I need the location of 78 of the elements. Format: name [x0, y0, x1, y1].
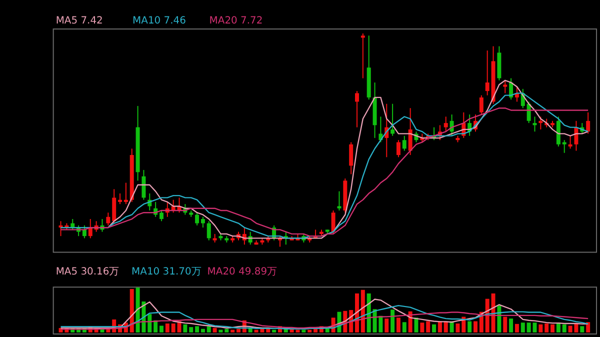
- bar: [195, 326, 200, 332]
- bar: [544, 323, 549, 332]
- candlestick: [88, 218, 92, 239]
- bar: [580, 326, 584, 332]
- bar: [456, 323, 460, 332]
- candlestick: [355, 90, 359, 128]
- candlestick: [200, 216, 205, 228]
- bar: [189, 327, 194, 332]
- bar: [390, 310, 395, 332]
- bar: [514, 324, 519, 332]
- bar: [159, 326, 164, 332]
- candlestick: [444, 116, 448, 132]
- bar: [183, 324, 188, 332]
- bar: [468, 321, 472, 332]
- candlestick: [206, 220, 211, 241]
- bar: [302, 330, 306, 332]
- candlestick: [479, 94, 484, 116]
- bar: [384, 318, 389, 332]
- bar: [474, 321, 478, 332]
- candlestick: [349, 142, 354, 175]
- candlestick: [142, 169, 146, 200]
- bar: [420, 322, 424, 332]
- candlestick: [331, 210, 336, 234]
- bar: [130, 288, 134, 332]
- candlestick: [360, 32, 365, 79]
- candlestick: [562, 140, 566, 154]
- candlestick: [408, 108, 412, 156]
- candlestick: [485, 50, 490, 96]
- bar: [562, 324, 566, 332]
- bar: [308, 330, 312, 332]
- bar: [426, 321, 430, 332]
- candlestick: [195, 212, 200, 226]
- bar: [586, 322, 590, 332]
- bar: [165, 323, 170, 332]
- text: MA20 49.89万: [207, 266, 278, 278]
- candlestick: [586, 112, 590, 134]
- candlestick: [568, 135, 572, 150]
- bar: [171, 323, 176, 332]
- candlestick: [124, 182, 128, 205]
- bar: [520, 322, 525, 332]
- bar: [218, 330, 223, 332]
- bar: [206, 326, 211, 332]
- text: MA10 7.46: [132, 15, 186, 26]
- bar: [538, 324, 543, 332]
- bar: [432, 324, 436, 332]
- candlestick: [402, 135, 406, 152]
- candlestick: [82, 224, 86, 239]
- bar: [491, 293, 496, 332]
- candlestick: [538, 116, 543, 130]
- candlestick: [106, 212, 110, 226]
- bar: [200, 328, 205, 332]
- bar: [450, 321, 454, 332]
- bar: [177, 321, 182, 332]
- candlestick: [118, 192, 122, 205]
- bar: [402, 322, 406, 332]
- bar: [236, 328, 241, 332]
- bar: [509, 318, 514, 332]
- candlestick: [337, 190, 342, 211]
- text: MA5 7.42: [56, 15, 103, 26]
- candlestick: [159, 210, 164, 222]
- bar: [550, 324, 555, 332]
- bar: [526, 322, 531, 332]
- candlestick: [112, 188, 116, 224]
- bar: [212, 328, 217, 332]
- candlestick: [396, 140, 400, 158]
- candlestick: [556, 116, 560, 147]
- bar: [396, 318, 400, 332]
- bar: [230, 330, 235, 332]
- bar: [148, 314, 152, 332]
- bar: [503, 316, 508, 332]
- bar: [296, 330, 300, 332]
- candlestick: [390, 103, 395, 136]
- text: MA20 7.72: [209, 15, 263, 26]
- text: MA10 31.70万: [132, 266, 202, 278]
- text: MA5 30.16万: [56, 266, 120, 278]
- candlestick: [503, 80, 508, 94]
- bar: [224, 328, 229, 332]
- bar: [272, 330, 276, 332]
